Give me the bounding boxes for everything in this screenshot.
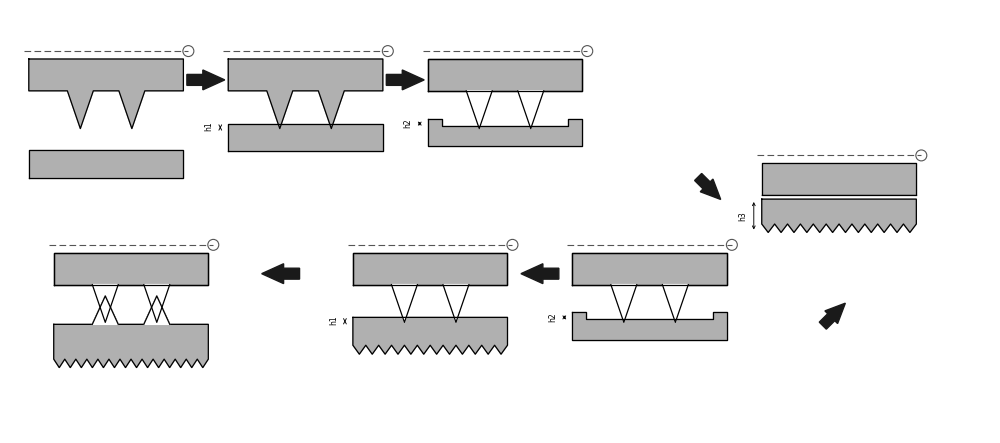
Polygon shape — [386, 70, 424, 90]
Polygon shape — [54, 253, 208, 284]
Polygon shape — [262, 264, 300, 284]
Polygon shape — [662, 284, 688, 323]
Polygon shape — [228, 59, 383, 128]
Text: h1: h1 — [329, 315, 338, 325]
Text: h2: h2 — [404, 119, 413, 128]
Polygon shape — [353, 317, 507, 354]
Polygon shape — [187, 70, 225, 90]
Polygon shape — [762, 199, 916, 233]
Polygon shape — [443, 284, 469, 323]
Polygon shape — [611, 284, 637, 323]
Polygon shape — [521, 264, 559, 284]
Polygon shape — [391, 284, 417, 323]
Polygon shape — [54, 296, 208, 368]
Polygon shape — [572, 253, 727, 284]
Polygon shape — [29, 59, 183, 128]
Polygon shape — [92, 284, 118, 323]
Polygon shape — [144, 284, 170, 323]
Polygon shape — [29, 151, 183, 178]
Text: h1: h1 — [204, 121, 213, 131]
Polygon shape — [762, 163, 916, 195]
Text: h2: h2 — [548, 313, 557, 322]
Polygon shape — [144, 296, 170, 324]
Polygon shape — [353, 253, 507, 284]
Polygon shape — [92, 296, 118, 324]
Polygon shape — [428, 119, 582, 147]
Polygon shape — [819, 303, 845, 329]
Polygon shape — [228, 124, 383, 152]
Polygon shape — [466, 91, 492, 128]
Text: h3: h3 — [738, 211, 747, 221]
Polygon shape — [572, 312, 727, 340]
Polygon shape — [695, 174, 721, 199]
Polygon shape — [428, 59, 582, 91]
Polygon shape — [518, 91, 544, 128]
